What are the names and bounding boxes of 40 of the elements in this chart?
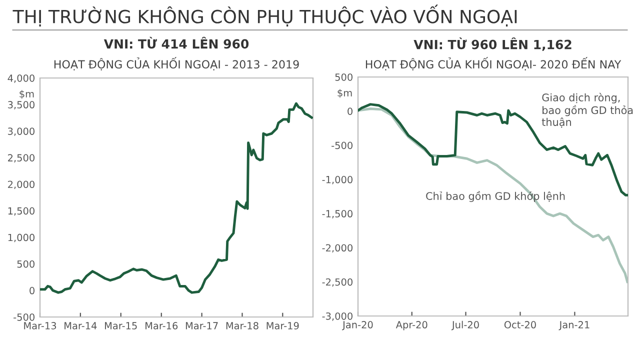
x-tick-label: Mar-17	[186, 322, 218, 330]
series-label: Giao dịch ròng, bao gồm GD thỏa thuận	[542, 92, 633, 128]
y-tick-label: 1,500	[8, 207, 34, 216]
line-series	[40, 102, 313, 294]
y-tick-label: 4,000	[8, 74, 34, 83]
y-tick-label: 1,000	[8, 234, 34, 242]
text: THỊ TRƯỜNG KHÔNG CÒN PHỤ THUỘC VÀO VỐN NGOẠI	[12, 4, 517, 26]
y-tick-label: 500	[335, 73, 352, 81]
y-tick-label: -1,000	[322, 176, 352, 184]
chart-title: VNI: TỪ 414 LÊN 960	[104, 36, 249, 49]
y-tick-label: 2,000	[8, 180, 34, 190]
x-tick-label: Mar-18	[226, 322, 258, 330]
y-tick-label: -1,500	[322, 210, 352, 218]
x-tick-label: Mar-13	[24, 322, 56, 330]
y-tick-label: 3,500	[8, 101, 34, 110]
series-label: Chỉ bao gồm GD khớp lệnh	[426, 191, 565, 202]
x-tick-label: Jul-20	[451, 320, 479, 330]
y-tick-label: 2,500	[8, 154, 34, 162]
y-axis-title: $m	[338, 89, 352, 98]
y-tick-label: -2,500	[322, 278, 352, 287]
chart-title: VNI: TỪ 960 LÊN 1,162	[414, 38, 572, 51]
y-tick-label: -3,000	[322, 312, 352, 321]
y-tick-label: 0	[348, 108, 352, 115]
x-tick-label: Mar-14	[64, 322, 97, 330]
x-tick-label: Mar-15	[105, 322, 137, 330]
y-axis-title: $m	[20, 90, 34, 99]
x-tick-label: Jan-21	[558, 321, 590, 330]
y-tick-label: -500	[14, 313, 34, 321]
x-tick-label: Oct-20	[504, 321, 536, 328]
y-tick-label: -500	[332, 142, 352, 150]
x-tick-label: Apr-20	[396, 321, 428, 330]
y-tick-label: 500	[17, 260, 34, 268]
x-tick-label: Mar-19	[266, 322, 299, 330]
y-tick-label: 0	[30, 286, 34, 294]
y-tick-label: 3,000	[8, 128, 34, 136]
x-tick-label: Jan-20	[342, 321, 373, 330]
y-tick-label: -2,000	[322, 244, 352, 253]
x-tick-label: Mar-16	[146, 322, 178, 330]
chart-subtitle: HOẠT ĐỘNG CỦA KHỐI NGOẠI - 2013 - 2019	[54, 57, 299, 70]
chart-subtitle: HOẠT ĐỘNG CỦA KHỐI NGOẠI- 2020 ĐẾN NAY	[366, 57, 622, 70]
